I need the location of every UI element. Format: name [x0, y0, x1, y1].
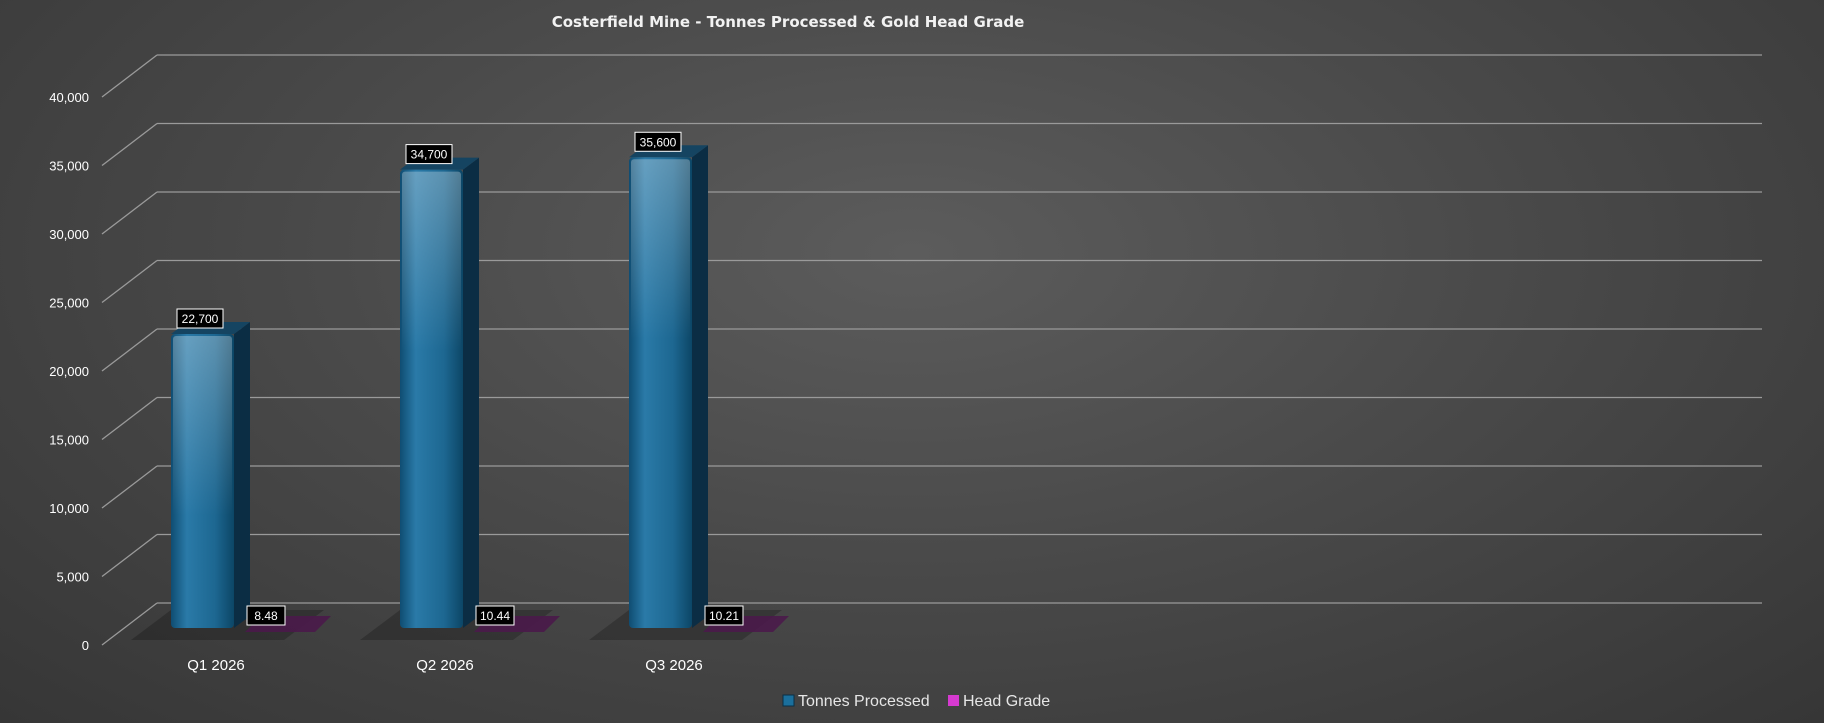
x-tick-label: Q3 2026: [645, 657, 703, 674]
gridline-depth: [101, 191, 158, 235]
gridline-depth: [101, 465, 158, 509]
bar-side: [234, 322, 250, 628]
chart-title: Costerfield Mine - Tonnes Processed & Go…: [552, 13, 1025, 31]
gridlines: [101, 54, 1762, 646]
gridline-depth: [101, 602, 158, 646]
data-label-box: [704, 605, 744, 626]
x-tick-label: Q2 2026: [416, 657, 474, 674]
y-tick-label: 25,000: [49, 296, 89, 311]
data-label-tonnes: 22,700: [182, 312, 219, 326]
data-label-head-grade: 10.21: [709, 609, 739, 623]
y-tick-label: 0: [82, 638, 89, 653]
legend-swatch-head-grade: [948, 695, 959, 706]
y-tick-label: 40,000: [49, 90, 89, 105]
gridline-depth: [101, 259, 158, 304]
data-label-box: [634, 131, 682, 152]
y-tick-label: 10,000: [49, 501, 89, 516]
plot-area: 22,700 8.48 34,700 10.44 35,600 10.21: [131, 131, 789, 640]
y-axis: 0 5,000 10,000 15,000 20,000 25,000 30,000 35,0…: [49, 90, 89, 653]
bar-highlight: [631, 159, 690, 340]
data-label-box: [405, 144, 453, 165]
data-label-box: [176, 308, 224, 329]
gridline-depth: [101, 122, 158, 167]
data-label-box: [475, 605, 515, 626]
legend: Tonnes Processed Head Grade: [782, 693, 1050, 710]
bar-side: [463, 157, 479, 629]
x-axis: Q1 2026 Q2 2026 Q3 2026: [187, 657, 703, 674]
x-tick-label: Q1 2026: [187, 657, 245, 674]
legend-label-tonnes-processed: Tonnes Processed: [798, 693, 930, 710]
bar-highlight: [173, 336, 232, 517]
bar-highlight: [402, 171, 461, 352]
y-tick-label: 35,000: [49, 159, 89, 174]
bar-side: [692, 145, 708, 628]
y-tick-label: 20,000: [49, 364, 89, 379]
data-label-tonnes: 34,700: [411, 148, 448, 162]
gridline-depth: [101, 328, 158, 372]
y-tick-label: 15,000: [49, 433, 89, 448]
y-tick-label: 5,000: [56, 570, 89, 585]
data-label-box: [246, 605, 286, 626]
data-label-tonnes: 35,600: [640, 135, 677, 149]
legend-label-head-grade: Head Grade: [963, 693, 1050, 710]
gridline-depth: [101, 533, 158, 578]
legend-swatch-tonnes-processed: [782, 694, 795, 707]
data-label-head-grade: 10.44: [480, 609, 510, 623]
gridline-depth: [101, 54, 158, 98]
gridline-depth: [101, 396, 158, 441]
data-label-head-grade: 8.48: [254, 609, 278, 623]
y-tick-label: 30,000: [49, 227, 89, 242]
